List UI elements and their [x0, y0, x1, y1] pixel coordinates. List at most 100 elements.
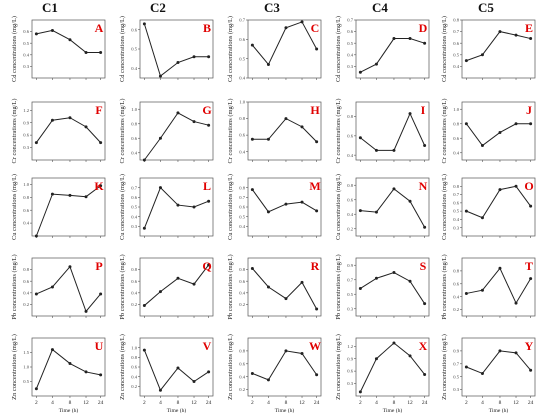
data-point	[176, 111, 180, 115]
data-point	[498, 349, 502, 353]
panel-letter: Y	[525, 339, 534, 353]
y-tick-label: 0.3	[131, 224, 137, 229]
y-tick-label: 0.7	[453, 192, 459, 197]
y-tick-label: 0.4	[131, 66, 137, 71]
data-point	[358, 390, 362, 394]
data-point	[84, 125, 88, 129]
plot-frame	[31, 257, 106, 317]
y-tick-label: 0.6	[23, 279, 29, 284]
panel-letter: L	[203, 179, 211, 193]
data-point	[266, 378, 270, 382]
column-header-c5: C5	[478, 0, 494, 15]
data-point	[392, 271, 396, 274]
y-axis-label: Cu concentrations (mg/L)	[119, 174, 126, 240]
data-point	[142, 348, 146, 352]
y-tick-label: 0.7	[239, 18, 245, 23]
data-point	[142, 304, 146, 308]
data-point	[50, 285, 54, 289]
y-tick-label: 0.8	[347, 114, 353, 119]
y-tick-label: 0.7	[347, 277, 353, 282]
data-point	[250, 371, 254, 375]
x-tick-label: 8	[177, 400, 180, 406]
panel-letter: H	[310, 103, 320, 117]
y-tick-label: 0.6	[131, 195, 137, 200]
data-point	[207, 263, 211, 267]
data-point	[99, 141, 103, 145]
x-axis-label: Time (h)	[167, 407, 187, 414]
y-tick-label: 1.0	[239, 100, 245, 105]
y-tick-label: 0.2	[239, 387, 245, 392]
y-axis-label: Cu concentrations (mg/L)	[227, 174, 234, 240]
panel-letter: F	[95, 103, 102, 117]
data-point	[464, 209, 468, 213]
data-point	[480, 216, 484, 220]
plot-frame	[247, 257, 322, 317]
y-axis-label: Cu concentrations (mg/L)	[441, 174, 448, 240]
data-point	[423, 225, 427, 229]
panel-j: Cr concentrations (mg/L) 0.4 0.6 0.8 1.0 J	[441, 99, 536, 163]
y-tick-label: 0.5	[23, 379, 29, 384]
panel-t: Pb concentrations (mg/L) 0.2 0.4 0.6 0.8 T	[441, 254, 536, 320]
data-point	[84, 50, 88, 54]
y-axis-label: Zn concentrations (mg/L)	[227, 334, 234, 400]
panel-letter: U	[95, 339, 104, 353]
data-point	[207, 123, 211, 127]
data-point	[529, 122, 533, 126]
panel-letter: V	[203, 339, 212, 353]
data-point	[408, 112, 412, 116]
data-point	[480, 144, 484, 147]
x-axis-label: Time (h)	[59, 407, 79, 414]
y-tick-label: 0.4	[453, 64, 459, 69]
plot-frame	[139, 257, 214, 317]
y-tick-label: 1.0	[131, 107, 137, 112]
y-tick-label: 0.4	[239, 224, 245, 229]
y-tick-label: 0.4	[23, 290, 29, 295]
series-line	[35, 185, 101, 237]
data-point	[99, 373, 103, 377]
panel-d: Cd concentrations (mg/L) 0.3 0.4 0.5 0.6 0.7 D	[335, 16, 430, 82]
series-line	[466, 267, 532, 305]
data-point	[498, 30, 502, 34]
y-tick-label: 0.3	[453, 387, 459, 392]
series-line	[143, 112, 209, 161]
series-line	[251, 189, 317, 213]
y-tick-label: 1.2	[23, 108, 29, 113]
y-tick-label: 0.8	[131, 121, 137, 126]
y-tick-label: 0.5	[239, 56, 245, 61]
data-point	[374, 276, 378, 280]
y-tick-label: 0.5	[453, 52, 459, 57]
data-point	[514, 301, 518, 305]
x-tick-label: 2	[359, 400, 362, 406]
y-tick-label: 0.9	[347, 356, 353, 361]
panel-r: Pb concentrations (mg/L) 0.2 0.4 0.6 0.8 R	[227, 254, 322, 320]
panel-letter: T	[525, 259, 533, 273]
panel-y: Zn concentrations (mg/L) 0.30.50.70.92 4 8 1…	[441, 334, 536, 414]
panel-letter: N	[419, 179, 428, 193]
plot-frame	[355, 337, 430, 397]
series-line	[360, 112, 426, 151]
y-tick-label: 0.6	[131, 27, 137, 32]
data-point	[374, 148, 378, 152]
plot-frame	[247, 101, 322, 161]
data-point	[207, 199, 211, 203]
plot-frame	[31, 101, 106, 161]
data-point	[392, 187, 396, 191]
panel-v: Zn concentrations (mg/L) 0.2 0.4 0.6 0.8 1.0 2…	[119, 334, 214, 414]
panel-m: Cu concentrations (mg/L) 0.4 0.5 0.6 0.7 0.8 M	[227, 174, 322, 240]
data-point	[408, 37, 412, 41]
y-tick-label: 0.6	[453, 136, 459, 141]
data-point	[408, 354, 412, 358]
x-tick-label: 12	[191, 400, 197, 406]
data-point	[315, 209, 319, 213]
x-tick-label: 24	[206, 400, 212, 406]
data-point	[315, 140, 319, 144]
x-tick-label: 24	[528, 400, 534, 406]
data-point	[250, 137, 254, 141]
y-tick-label: 0.4	[239, 374, 245, 379]
series-line	[252, 117, 317, 143]
x-axis-label: Time (h)	[275, 407, 295, 414]
y-tick-label: 0.6	[347, 133, 353, 138]
x-tick-label: 4	[481, 400, 484, 406]
x-tick-label: 12	[299, 400, 305, 406]
